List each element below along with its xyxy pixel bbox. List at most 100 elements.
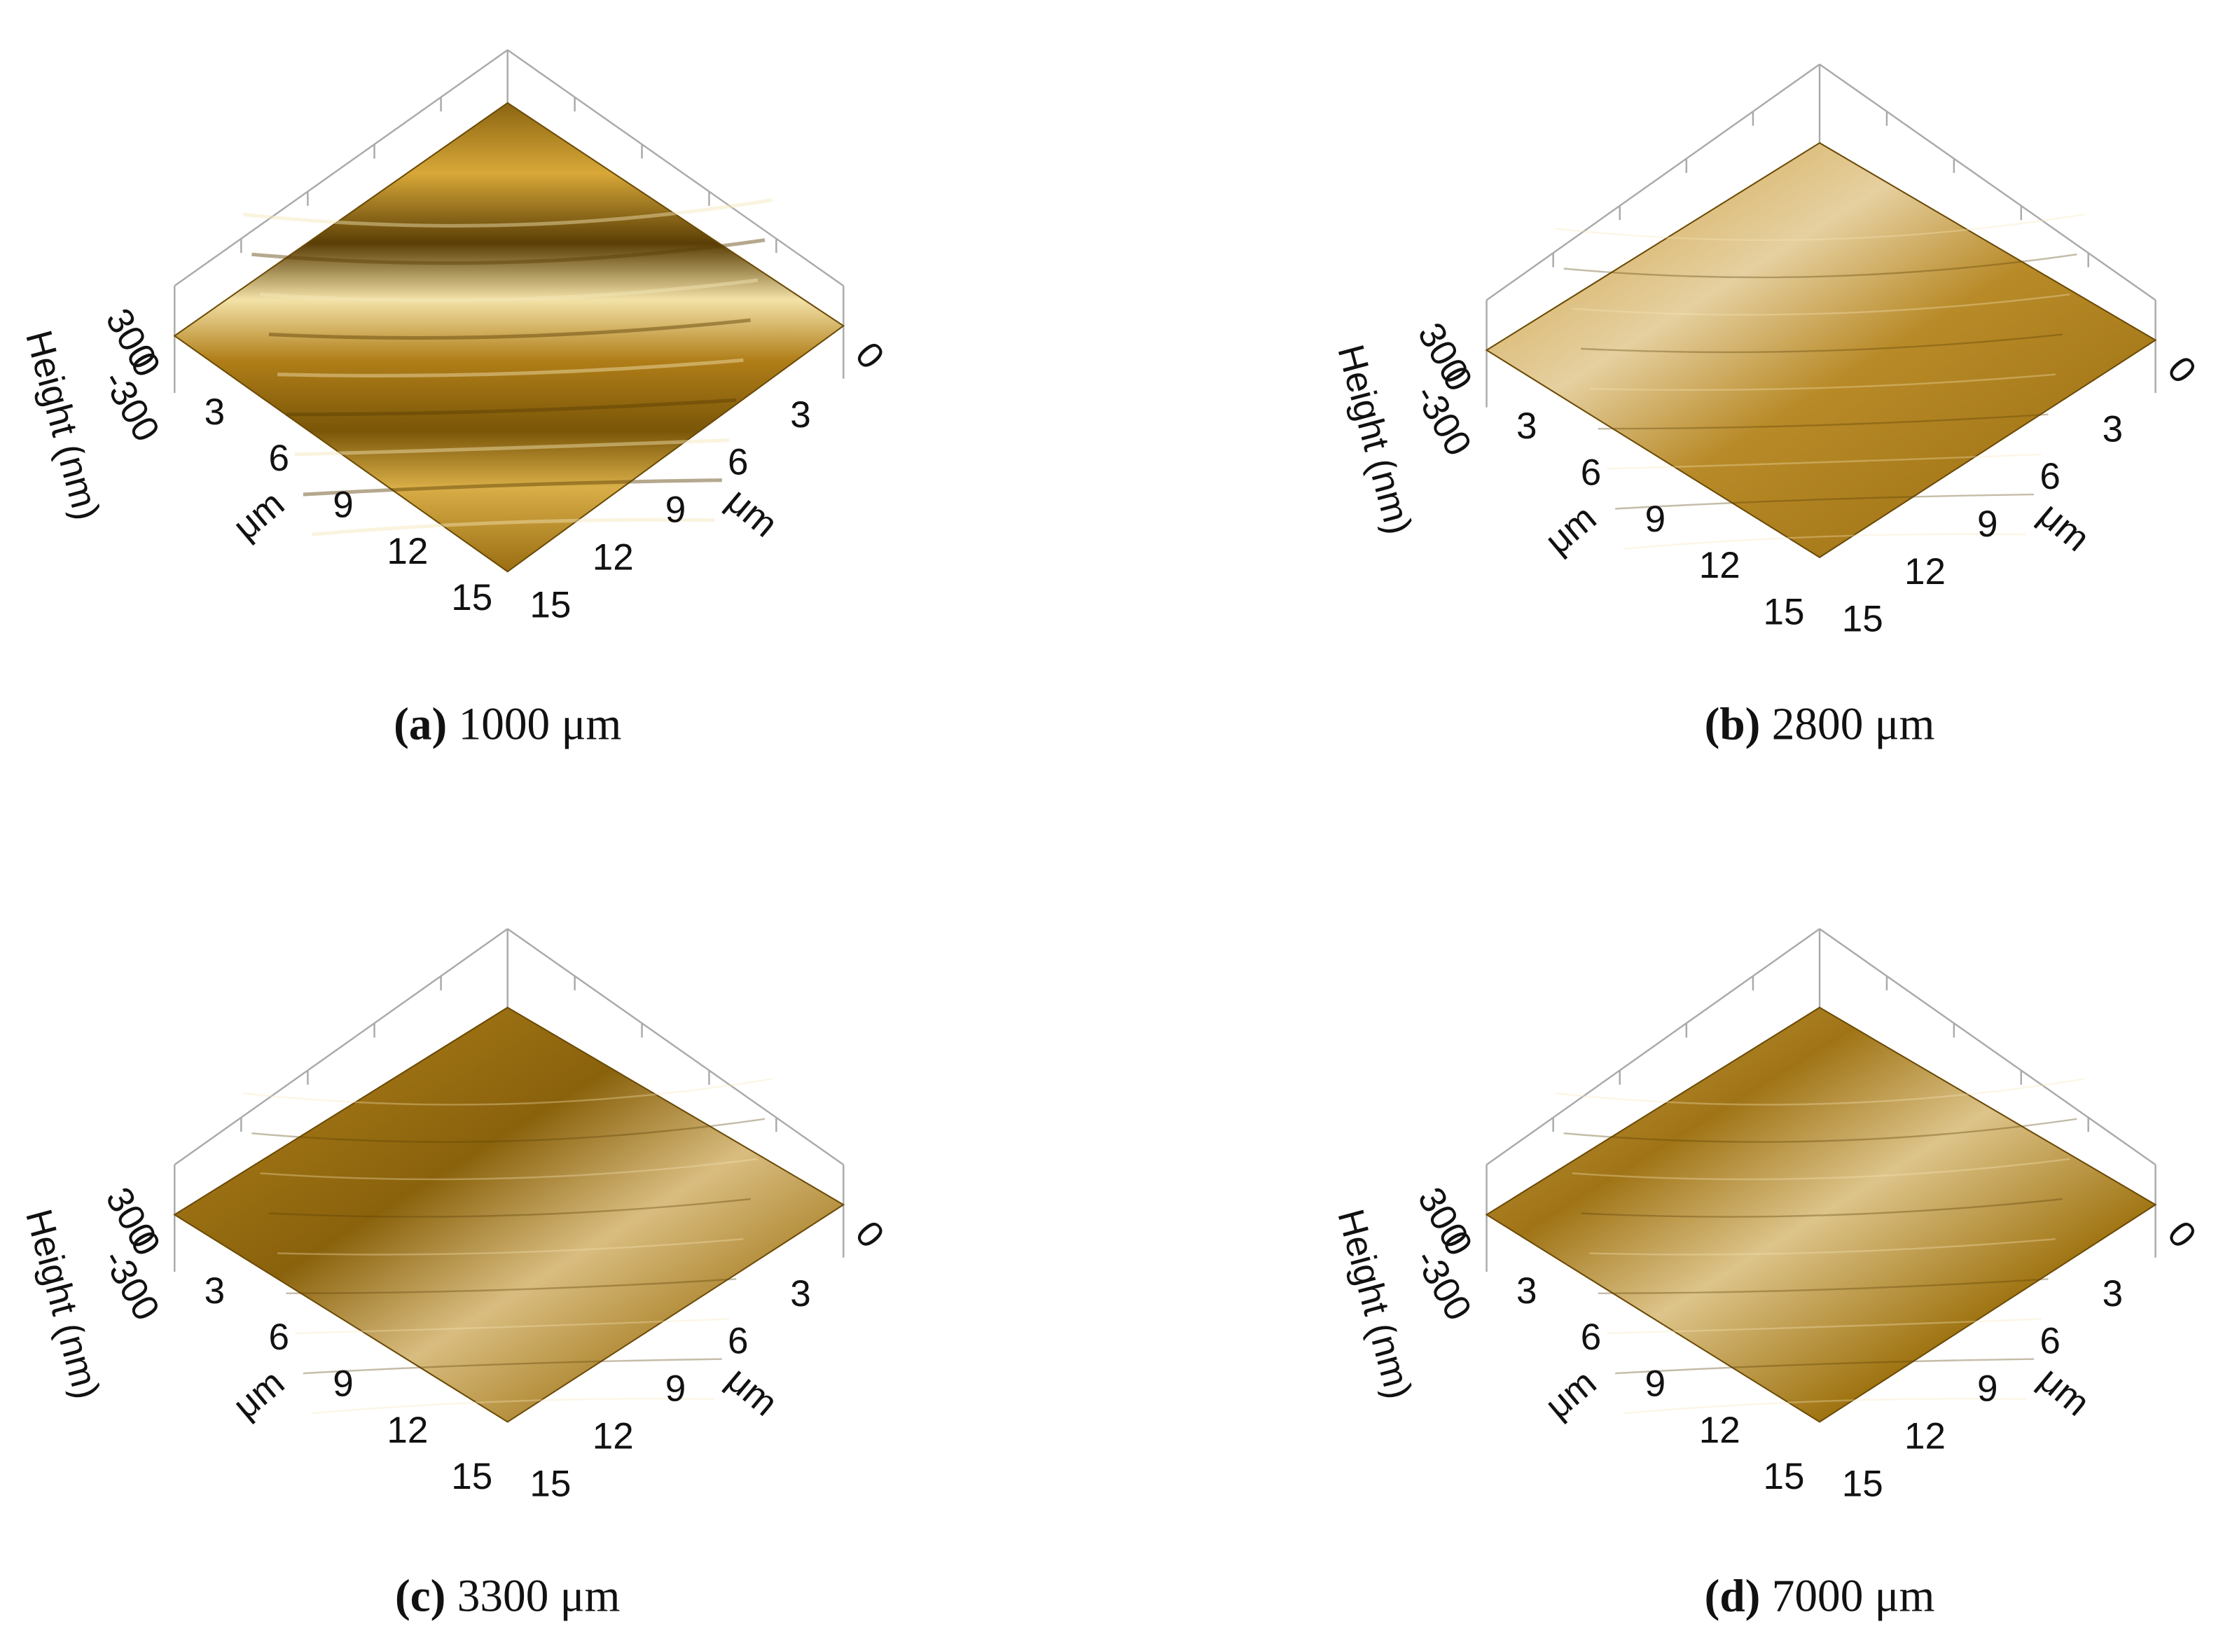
y-tick-label: 15 [1842, 599, 1883, 640]
axis-unit: μm [719, 480, 785, 545]
y-tick-label: 12 [1904, 1415, 1946, 1457]
x-tick-label: 6 [1581, 1317, 1602, 1358]
surface-texture [251, 1118, 766, 1143]
y-tick-label: 12 [593, 1415, 634, 1457]
caption-text: 7000 μm [1772, 1571, 1935, 1622]
y-tick-label: 3 [2103, 1273, 2124, 1314]
surface-texture [277, 358, 744, 378]
caption: (d) 7000 μm [1705, 1571, 1935, 1622]
y-tick-label: 9 [665, 1368, 686, 1410]
surface-texture [242, 198, 773, 228]
surface-texture [1563, 1118, 2077, 1143]
y-tick-label: 15 [529, 1463, 571, 1504]
axis-unit: μm [226, 483, 292, 548]
z-axis-label: Height (nm) [18, 1205, 108, 1403]
y-tick-label: 6 [728, 442, 749, 483]
z-tick-label: -300 [1406, 1242, 1479, 1327]
axis-unit: μm [1537, 497, 1604, 562]
axis-line [1485, 63, 1820, 301]
surface-texture [1598, 1278, 2049, 1295]
x-tick-label: 6 [268, 1317, 289, 1358]
x-tick-label: 12 [387, 1410, 428, 1451]
axis-line [507, 928, 844, 1166]
z-axis-label: Height (nm) [1329, 1205, 1420, 1403]
surface-texture [1623, 1398, 2027, 1415]
surface-texture [1623, 533, 2027, 550]
y-tick-label: 3 [2103, 408, 2124, 450]
surface-texture [294, 1318, 730, 1335]
y-tick-label: 12 [1904, 551, 1946, 592]
z-tick-label: -300 [1406, 378, 1479, 463]
surface-texture [1598, 413, 2049, 430]
z-tick-label: -300 [95, 1242, 167, 1327]
surface-texture [243, 1078, 773, 1106]
surface-texture [268, 1198, 751, 1218]
axis-tick-label: 0 [2159, 349, 2204, 391]
y-tick-label: 6 [728, 1321, 749, 1362]
y-tick-label: 15 [529, 584, 571, 625]
z-tick-label: -300 [95, 363, 167, 448]
surface-texture [303, 478, 722, 497]
y-tick-label: 6 [2039, 1321, 2061, 1362]
axis-tick-label: 0 [847, 335, 892, 377]
x-tick-label: 15 [451, 1456, 492, 1497]
x-tick-label: 3 [205, 391, 226, 433]
axis-unit: μm [2031, 1359, 2098, 1424]
surface [1485, 141, 2157, 559]
surface-texture [251, 238, 766, 265]
surface-texture [1555, 1078, 2084, 1106]
x-tick-label: 15 [451, 577, 492, 618]
surface-texture [1615, 493, 2035, 510]
surface-texture [1589, 1238, 2056, 1256]
surface-texture [1589, 373, 2056, 391]
axis-tick-label: 0 [847, 1214, 892, 1256]
surface-texture [286, 398, 737, 417]
x-tick-label: 12 [387, 531, 428, 572]
x-tick-label: 3 [1516, 1270, 1537, 1312]
x-tick-label: 6 [268, 438, 289, 479]
surface-texture [1572, 293, 2070, 316]
x-tick-label: 15 [1764, 1456, 1805, 1497]
z-axis-label: Height (nm) [18, 326, 108, 525]
surface-texture [311, 518, 715, 536]
caption: (b) 2800 μm [1705, 700, 1935, 750]
caption: (a) 1000 μm [394, 700, 621, 750]
x-tick-label: 3 [1516, 405, 1537, 447]
axis-line [1819, 928, 2156, 1166]
surface-texture [260, 1158, 758, 1181]
surface [1485, 1006, 2157, 1423]
axis-line [174, 928, 508, 1166]
surface-texture [1555, 213, 2084, 242]
y-tick-label: 3 [790, 394, 811, 436]
caption: (c) 3300 μm [395, 1571, 621, 1622]
x-tick-label: 15 [1764, 591, 1805, 632]
surface-texture [1606, 1318, 2042, 1335]
axis-unit: μm [226, 1361, 292, 1427]
x-tick-label: 6 [1581, 452, 1602, 494]
x-tick-label: 9 [333, 484, 354, 525]
y-tick-label: 9 [1977, 1368, 1998, 1410]
caption-label: (b) [1705, 700, 1761, 750]
caption-label: (a) [394, 700, 447, 750]
surface-texture [1563, 254, 2077, 279]
axis-tick-label: 0 [2159, 1214, 2204, 1256]
surface-texture [1581, 1198, 2063, 1218]
surface-texture [268, 318, 751, 340]
y-tick-label: 15 [1842, 1463, 1883, 1504]
axis-unit: μm [2031, 494, 2098, 560]
caption-text: 3300 μm [457, 1571, 621, 1622]
axis-line [1819, 63, 2156, 301]
surface-texture [1572, 1158, 2070, 1181]
surface-texture [312, 1398, 715, 1415]
surface-texture [286, 1278, 737, 1295]
surface-texture [260, 278, 759, 303]
x-tick-label: 9 [333, 1363, 354, 1404]
surface-texture [303, 1358, 722, 1375]
caption-text: 1000 μm [459, 700, 622, 750]
surface [173, 102, 845, 573]
axis-line [507, 49, 844, 287]
